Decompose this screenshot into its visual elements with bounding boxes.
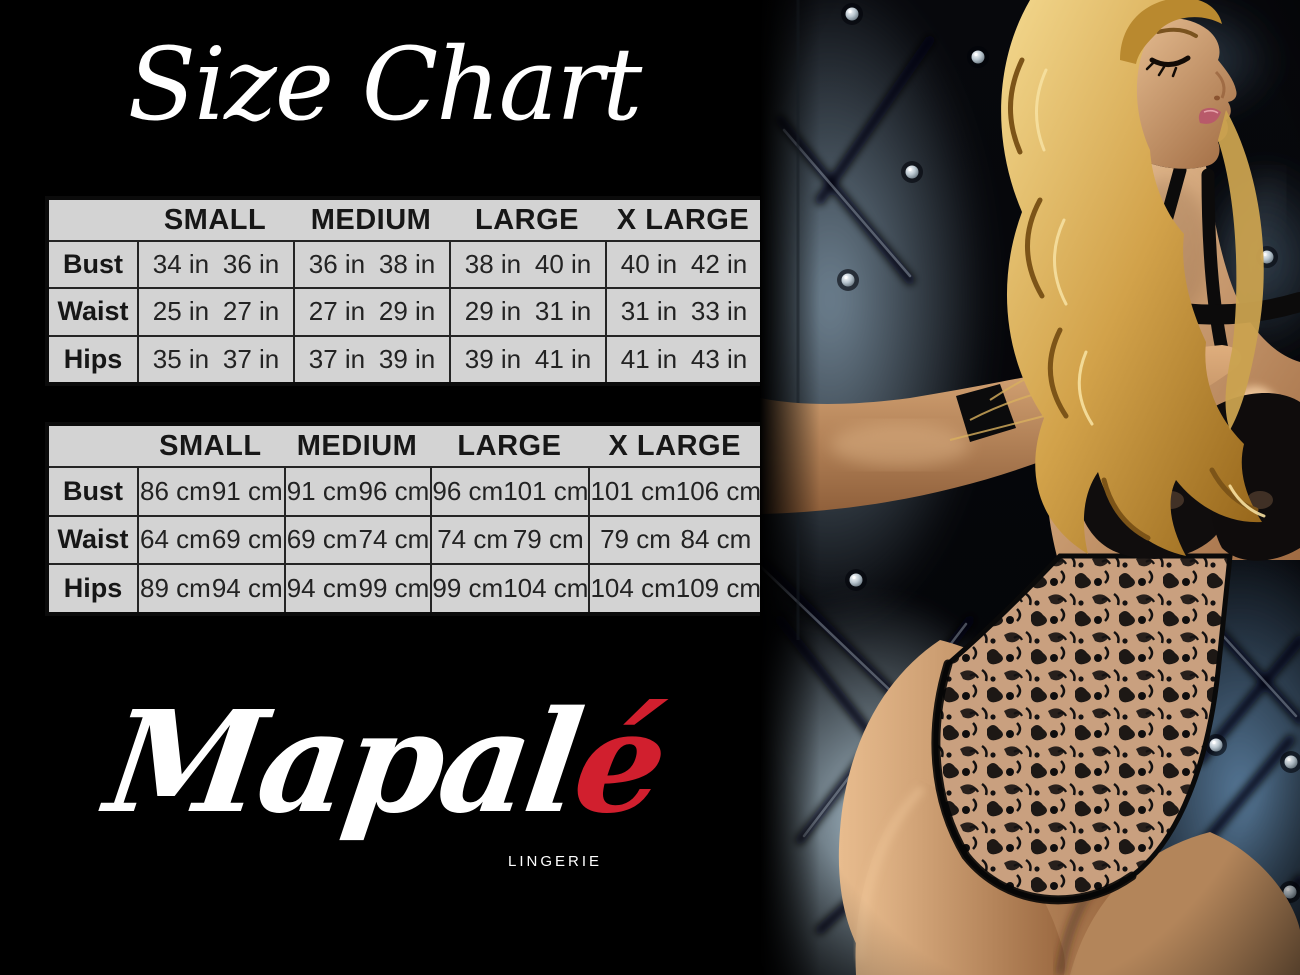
size-cell: 99 cm 104 cm xyxy=(430,563,589,612)
size-cell: 39 in 41 in xyxy=(449,334,605,382)
size-cell: 37 in 39 in xyxy=(293,334,449,382)
row-label: Hips xyxy=(49,334,137,382)
size-cell: 86 cm 91 cm xyxy=(137,466,284,515)
size-cell: 69 cm 74 cm xyxy=(283,514,431,564)
size-cell: 79 cm 84 cm xyxy=(588,514,761,564)
size-header: MEDIUM xyxy=(310,203,432,236)
measurement-value: 79 cm xyxy=(600,524,671,555)
size-header: LARGE xyxy=(475,203,579,236)
measurement-value: 37 in xyxy=(222,343,280,374)
measurement-value: 27 in xyxy=(308,296,366,327)
measurement-value: 69 cm xyxy=(211,524,283,555)
measurement-value: 84 cm xyxy=(680,524,752,555)
measurement-value: 94 cm xyxy=(286,573,358,604)
row-label: Waist xyxy=(49,287,137,334)
size-cell: 31 in 33 in xyxy=(605,287,761,335)
measurement-value: 99 cm xyxy=(432,573,504,604)
size-cell: 91 cm 96 cm xyxy=(283,466,431,515)
measurement-value: 43 in xyxy=(690,343,748,374)
row-label: Waist xyxy=(49,514,137,564)
size-header: LARGE xyxy=(457,429,562,462)
measurement-value: 25 in xyxy=(152,296,210,327)
measurement-value: 96 cm xyxy=(358,475,430,506)
row-label: Bust xyxy=(49,240,137,287)
measurement-value: 94 cm xyxy=(211,573,283,604)
measurement-value: 40 in xyxy=(534,249,592,280)
brand-logo: Mapalé xyxy=(40,681,730,845)
measurement-value: 40 in xyxy=(620,249,678,280)
measurement-value: 86 cm xyxy=(140,475,211,506)
row-label: Hips xyxy=(49,563,137,612)
measurement-value: 37 in xyxy=(308,343,366,374)
measurement-value: 89 cm xyxy=(140,573,211,604)
measurement-value: 39 in xyxy=(378,343,436,374)
size-table-cm: SMALL MEDIUM LARGE X LARGE Bust 86 cm 91 cm 91 … xyxy=(45,422,765,616)
measurement-value: 31 in xyxy=(534,296,592,327)
size-cell: 101 cm 106 cm xyxy=(588,466,761,515)
size-cell: 89 cm 94 cm xyxy=(137,563,284,612)
measurement-value: 109 cm xyxy=(675,573,761,604)
brand-name: Mapalé xyxy=(97,681,673,845)
size-cell: 35 in 37 in xyxy=(137,334,293,382)
size-cell: 64 cm 69 cm xyxy=(137,514,284,564)
measurement-value: 31 in xyxy=(620,296,678,327)
size-header: MEDIUM xyxy=(296,429,418,462)
size-cell: 41 in 43 in xyxy=(605,334,761,382)
model-photo xyxy=(760,0,1300,975)
measurement-value: 29 in xyxy=(378,296,436,327)
size-header: X LARGE xyxy=(608,429,741,462)
measurement-value: 91 cm xyxy=(211,475,283,506)
size-header: X LARGE xyxy=(616,203,750,236)
size-header: SMALL xyxy=(159,429,262,462)
page-title: Size Chart xyxy=(127,26,643,143)
measurement-value: 35 in xyxy=(152,343,210,374)
table-corner xyxy=(49,426,137,466)
brand-name-main: Mapal xyxy=(97,681,588,845)
size-header: SMALL xyxy=(163,203,267,236)
measurement-value: 96 cm xyxy=(432,475,504,506)
size-cell: 38 in 40 in xyxy=(449,240,605,288)
table-corner xyxy=(49,200,137,240)
measurement-value: 41 in xyxy=(620,343,678,374)
measurement-value: 42 in xyxy=(690,249,748,280)
measurement-value: 38 in xyxy=(464,249,522,280)
size-cell: 27 in 29 in xyxy=(293,287,449,335)
row-label: Bust xyxy=(49,466,137,515)
measurement-value: 64 cm xyxy=(140,524,211,555)
measurement-value: 101 cm xyxy=(503,475,589,506)
size-cell: 25 in 27 in xyxy=(137,287,293,335)
measurement-value: 101 cm xyxy=(590,475,676,506)
size-cell: 29 in 31 in xyxy=(449,287,605,335)
size-cell: 34 in 36 in xyxy=(137,240,293,288)
size-cell: 36 in 38 in xyxy=(293,240,449,288)
measurement-value: 79 cm xyxy=(512,524,584,555)
measurement-value: 104 cm xyxy=(590,573,676,604)
measurement-value: 27 in xyxy=(222,296,280,327)
measurement-value: 38 in xyxy=(378,249,436,280)
measurement-value: 36 in xyxy=(222,249,280,280)
brand-subtitle: LINGERIE xyxy=(507,853,603,870)
measurement-value: 36 in xyxy=(308,249,366,280)
size-cell: 94 cm 99 cm xyxy=(283,563,431,612)
measurement-value: 29 in xyxy=(464,296,522,327)
measurement-value: 33 in xyxy=(690,296,748,327)
measurement-value: 99 cm xyxy=(358,573,430,604)
size-cell: 96 cm 101 cm xyxy=(430,466,589,515)
size-cell: 74 cm 79 cm xyxy=(430,514,589,564)
size-cell: 40 in 42 in xyxy=(605,240,761,288)
size-cell: 104 cm 109 cm xyxy=(588,563,761,612)
measurement-value: 106 cm xyxy=(675,475,761,506)
measurement-value: 41 in xyxy=(534,343,592,374)
measurement-value: 34 in xyxy=(152,249,210,280)
measurement-value: 91 cm xyxy=(286,475,358,506)
measurement-value: 69 cm xyxy=(286,524,358,555)
size-table-inches: SMALL MEDIUM LARGE X LARGE Bust 34 in 36 in 36 … xyxy=(45,196,765,386)
measurement-value: 74 cm xyxy=(358,524,430,555)
measurement-value: 74 cm xyxy=(437,524,509,555)
measurement-value: 39 in xyxy=(464,343,522,374)
measurement-value: 104 cm xyxy=(503,573,589,604)
